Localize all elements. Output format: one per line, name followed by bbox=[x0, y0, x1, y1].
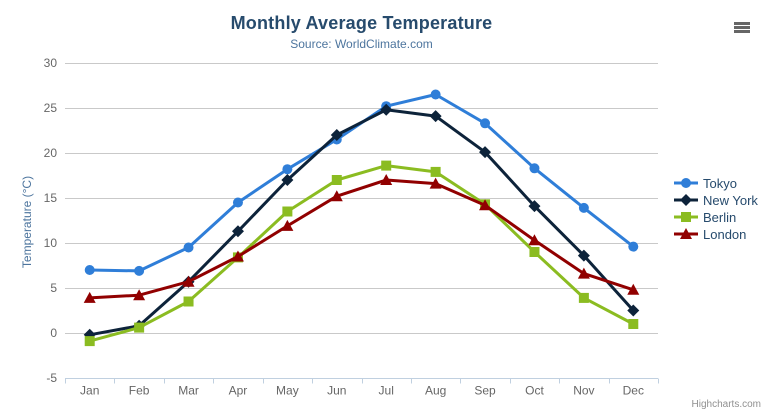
y-axis-tick-label: -5 bbox=[46, 371, 57, 385]
point-london-jul[interactable] bbox=[380, 174, 393, 185]
legend-label: London bbox=[703, 226, 747, 242]
point-tokyo-mar[interactable] bbox=[183, 242, 194, 253]
point-berlin-aug[interactable] bbox=[430, 166, 441, 177]
credits-link[interactable]: Highcharts.com bbox=[691, 399, 761, 410]
point-new-york-dec[interactable] bbox=[627, 304, 640, 317]
series-line-new-york bbox=[88, 108, 635, 337]
y-axis-title-label: Temperature (°C) bbox=[20, 175, 34, 269]
hamburger-menu-icon bbox=[734, 21, 750, 34]
x-axis-tick-label: Oct bbox=[525, 384, 544, 398]
legend-item-london[interactable]: London bbox=[674, 226, 758, 242]
x-axis-tick-label: Apr bbox=[229, 384, 248, 398]
y-axis-tick-label: 10 bbox=[44, 236, 58, 250]
point-new-york-aug[interactable] bbox=[429, 110, 442, 123]
legend-marker-diamond-icon bbox=[674, 194, 698, 206]
y-axis-tick-label: 25 bbox=[44, 101, 58, 115]
point-tokyo-oct[interactable] bbox=[529, 163, 540, 174]
x-axis-tick-label: Dec bbox=[623, 384, 644, 398]
y-axis-tick-label: 15 bbox=[44, 191, 58, 205]
series-new-york bbox=[83, 103, 640, 341]
x-axis-tick-label: Feb bbox=[129, 384, 150, 398]
x-axis bbox=[65, 378, 659, 384]
x-axis-tick-label: May bbox=[276, 384, 299, 398]
chart-title: Monthly Average Temperature bbox=[230, 13, 493, 33]
x-axis-tick-label: Nov bbox=[573, 384, 594, 398]
legend-marker-shape bbox=[681, 178, 691, 188]
legend-marker-shape bbox=[681, 212, 691, 222]
y-axis-tick-label: 30 bbox=[44, 56, 58, 70]
point-tokyo-jan[interactable] bbox=[84, 265, 95, 275]
series-london bbox=[83, 174, 640, 303]
point-london-sep[interactable] bbox=[479, 199, 492, 211]
chart-context-menu-button[interactable] bbox=[730, 16, 754, 38]
y-axis-labels: -5 0 5 10 15 20 25 30 bbox=[44, 56, 58, 385]
point-berlin-may[interactable] bbox=[282, 206, 293, 217]
point-london-apr[interactable] bbox=[231, 250, 244, 262]
series-tokyo bbox=[84, 89, 639, 276]
point-tokyo-nov[interactable] bbox=[578, 202, 589, 213]
point-new-york-may[interactable] bbox=[281, 174, 294, 186]
y-axis-tick-label: 20 bbox=[44, 146, 58, 160]
x-axis-tick-label: Mar bbox=[178, 384, 199, 398]
x-axis-tick-label: Sep bbox=[474, 384, 496, 398]
legend-marker-triangle-icon bbox=[674, 228, 698, 239]
point-london-may[interactable] bbox=[281, 219, 294, 231]
point-new-york-apr[interactable] bbox=[231, 225, 244, 238]
legend-marker-circle-icon bbox=[674, 178, 698, 188]
point-london-jun[interactable] bbox=[330, 190, 343, 202]
point-tokyo-apr[interactable] bbox=[232, 197, 243, 208]
legend-item-tokyo[interactable]: Tokyo bbox=[674, 175, 758, 191]
point-london-dec[interactable] bbox=[627, 283, 640, 295]
legend-marker-shape bbox=[680, 228, 692, 239]
point-london-oct[interactable] bbox=[528, 234, 541, 246]
point-berlin-oct[interactable] bbox=[529, 247, 540, 257]
point-berlin-mar[interactable] bbox=[183, 296, 194, 307]
point-london-feb[interactable] bbox=[133, 289, 146, 301]
legend-label: Berlin bbox=[703, 209, 737, 225]
point-tokyo-dec[interactable] bbox=[628, 241, 639, 252]
x-axis-tick-label: Jan bbox=[80, 384, 99, 398]
legend-label: New York bbox=[703, 192, 758, 208]
legend-marker-square-icon bbox=[674, 212, 698, 222]
x-axis-tick-label: Aug bbox=[425, 384, 446, 398]
point-tokyo-may[interactable] bbox=[282, 164, 293, 175]
x-axis-tick-label: Jul bbox=[379, 384, 394, 398]
point-new-york-jul[interactable] bbox=[380, 103, 393, 116]
point-new-york-oct[interactable] bbox=[528, 200, 541, 213]
point-berlin-jun[interactable] bbox=[331, 175, 342, 185]
legend-marker-shape bbox=[680, 194, 692, 206]
series-line-berlin bbox=[88, 164, 635, 343]
legend-label: Tokyo bbox=[703, 175, 737, 191]
grid-lines bbox=[65, 63, 658, 334]
legend-item-berlin[interactable]: Berlin bbox=[674, 209, 758, 225]
y-axis-tick-label: 0 bbox=[50, 326, 57, 340]
point-berlin-jan[interactable] bbox=[84, 336, 95, 347]
point-tokyo-aug[interactable] bbox=[430, 89, 441, 100]
point-berlin-feb[interactable] bbox=[134, 322, 145, 333]
point-london-mar[interactable] bbox=[182, 275, 195, 287]
y-axis-tick-label: 5 bbox=[50, 281, 57, 295]
legend-item-new-york[interactable]: New York bbox=[674, 192, 758, 208]
legend: Tokyo New York Berlin London bbox=[674, 175, 758, 243]
point-berlin-nov[interactable] bbox=[578, 292, 589, 303]
chart-subtitle: Source: WorldClimate.com bbox=[290, 37, 433, 51]
point-new-york-nov[interactable] bbox=[577, 249, 590, 262]
point-new-york-sep[interactable] bbox=[479, 146, 492, 159]
x-axis-tick-label: Jun bbox=[327, 384, 346, 398]
x-axis-labels: Jan Feb Mar Apr May Jun Jul Aug Sep Oct Nov Dec bbox=[80, 384, 644, 398]
point-berlin-dec[interactable] bbox=[628, 319, 639, 329]
point-tokyo-feb[interactable] bbox=[134, 265, 145, 276]
point-london-nov[interactable] bbox=[577, 267, 590, 279]
series-line-london bbox=[88, 178, 635, 300]
point-new-york-jun[interactable] bbox=[330, 129, 343, 141]
point-london-jan[interactable] bbox=[83, 291, 96, 303]
point-berlin-jul[interactable] bbox=[381, 160, 392, 171]
point-tokyo-sep[interactable] bbox=[480, 118, 491, 129]
point-london-aug[interactable] bbox=[429, 177, 442, 189]
